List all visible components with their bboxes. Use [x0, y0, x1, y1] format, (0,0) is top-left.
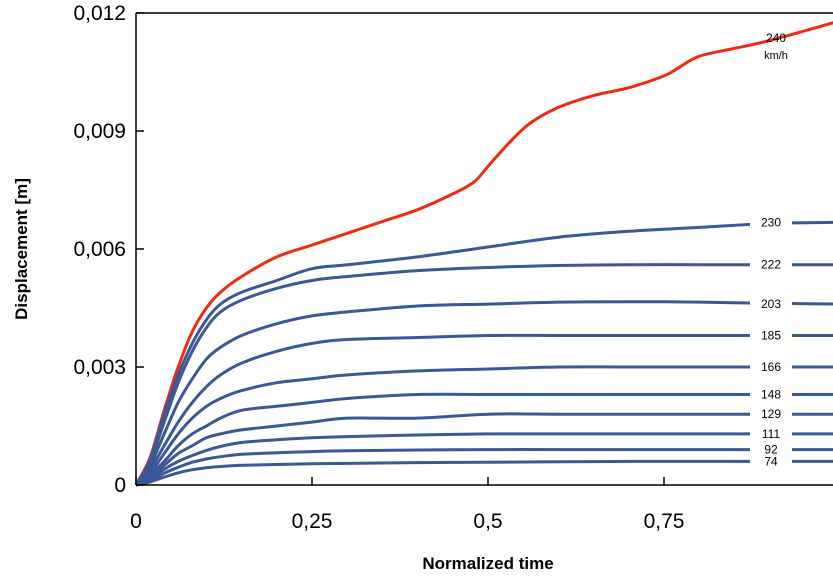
series-line-166 [136, 365, 833, 487]
series-line-230 [136, 220, 833, 487]
series-label-92: 92 [764, 443, 778, 457]
series-label-203: 203 [761, 297, 781, 311]
series-label-166: 166 [761, 360, 781, 374]
series-label-74: 74 [764, 454, 778, 468]
y-axis-title: Displacement [m] [12, 178, 31, 320]
x-axis-title: Normalized time [422, 554, 553, 573]
series-line-129 [136, 412, 833, 487]
series-line-74 [136, 459, 833, 487]
x-tick-label: 0,25 [292, 510, 333, 533]
y-tick-label: 0,009 [73, 120, 126, 143]
x-tick-label: 0 [130, 510, 142, 533]
series-line-185 [136, 333, 833, 487]
x-tick-label: 0,5 [473, 510, 502, 533]
series-label-230: 230 [761, 215, 781, 229]
y-tick-label: 0,006 [73, 238, 126, 261]
y-tick-label: 0,012 [73, 2, 126, 25]
series-line-203 [136, 300, 833, 487]
y-tick-label: 0,003 [73, 356, 126, 379]
series-label-111: 111 [762, 427, 781, 441]
series-label-185: 185 [761, 329, 781, 343]
series-line-222 [136, 263, 833, 487]
series-line-111 [136, 432, 833, 487]
series-line-148 [136, 392, 833, 487]
series-line-92 [136, 448, 833, 487]
series-unit-240: km/h [764, 50, 788, 62]
series-label-222: 222 [761, 258, 781, 272]
series-label-148: 148 [761, 388, 781, 402]
x-tick-label: 0,75 [644, 510, 685, 533]
series-line-240 [136, 21, 833, 487]
y-tick-label: 0 [114, 474, 126, 497]
series-label-129: 129 [761, 407, 781, 421]
series-lines [136, 21, 833, 487]
series-label-240: 240 [766, 31, 786, 45]
